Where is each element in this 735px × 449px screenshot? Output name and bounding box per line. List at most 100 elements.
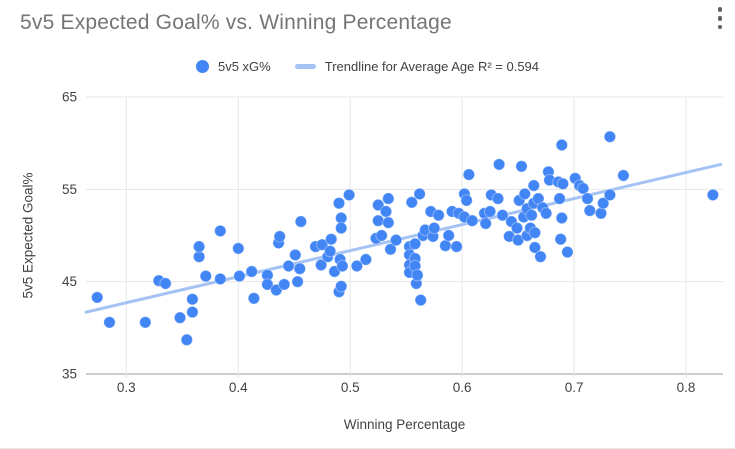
data-point[interactable] xyxy=(316,238,329,251)
data-point[interactable] xyxy=(428,221,441,235)
legend: 5v5 xG% Trendline for Average Age R² = 0… xyxy=(0,57,735,75)
data-point[interactable] xyxy=(528,226,542,239)
data-point[interactable] xyxy=(450,240,463,253)
kebab-menu-icon[interactable] xyxy=(711,5,729,35)
legend-item-trendline[interactable]: Trendline for Average Age R² = 0.594 xyxy=(294,59,539,74)
data-point[interactable] xyxy=(186,305,199,319)
data-point[interactable] xyxy=(273,230,286,243)
data-point[interactable] xyxy=(389,233,403,247)
data-point[interactable] xyxy=(372,214,385,227)
data-point[interactable] xyxy=(413,187,426,201)
data-point[interactable] xyxy=(408,237,422,251)
trendline-swatch-icon xyxy=(294,63,316,69)
data-point[interactable] xyxy=(414,293,427,307)
x-tick-label: 0.5 xyxy=(341,380,360,395)
data-point[interactable] xyxy=(336,259,349,273)
data-point[interactable] xyxy=(603,188,617,202)
data-point[interactable] xyxy=(294,215,308,228)
data-point[interactable] xyxy=(214,224,227,238)
data-point[interactable] xyxy=(594,207,608,220)
data-point[interactable] xyxy=(180,333,194,346)
data-point[interactable] xyxy=(384,243,397,256)
legend-item-series[interactable]: 5v5 xG% xyxy=(195,59,271,74)
data-point[interactable] xyxy=(199,269,213,283)
data-point[interactable] xyxy=(325,233,338,246)
data-point[interactable] xyxy=(245,265,258,278)
data-point[interactable] xyxy=(270,283,283,297)
data-point[interactable] xyxy=(335,221,348,235)
data-point[interactable] xyxy=(534,250,547,263)
data-point[interactable] xyxy=(314,258,328,272)
data-point[interactable] xyxy=(518,187,531,201)
data-point[interactable] xyxy=(532,192,545,205)
data-point[interactable] xyxy=(466,214,479,227)
x-tick-label: 0.8 xyxy=(677,380,696,395)
data-point[interactable] xyxy=(405,196,418,209)
data-point[interactable] xyxy=(496,209,509,222)
data-point[interactable] xyxy=(332,197,346,210)
data-point[interactable] xyxy=(492,158,506,171)
data-point[interactable] xyxy=(103,316,116,329)
data-point[interactable] xyxy=(483,205,497,218)
data-point[interactable] xyxy=(233,269,246,283)
data-point[interactable] xyxy=(583,204,596,217)
data-point[interactable] xyxy=(561,245,574,259)
data-point[interactable] xyxy=(139,316,152,329)
data-point[interactable] xyxy=(173,311,187,324)
data-point[interactable] xyxy=(411,269,424,282)
data-point[interactable] xyxy=(335,280,348,293)
data-point[interactable] xyxy=(515,160,528,173)
y-axis-title: 5v5 Expected Goal% xyxy=(20,172,36,299)
data-point[interactable] xyxy=(159,277,172,290)
data-point[interactable] xyxy=(581,192,594,205)
data-point[interactable] xyxy=(282,259,295,273)
data-point[interactable] xyxy=(491,192,505,205)
data-point[interactable] xyxy=(350,259,364,273)
data-point[interactable] xyxy=(462,168,476,181)
data-point[interactable] xyxy=(553,192,566,205)
data-point[interactable] xyxy=(372,198,385,212)
data-point[interactable] xyxy=(328,265,341,278)
data-point[interactable] xyxy=(375,229,388,242)
data-point[interactable] xyxy=(555,138,568,152)
data-point[interactable] xyxy=(554,233,567,246)
data-point[interactable] xyxy=(460,194,473,207)
data-point[interactable] xyxy=(597,197,610,210)
data-point[interactable] xyxy=(439,239,452,252)
data-point[interactable] xyxy=(432,209,445,222)
data-point[interactable] xyxy=(603,130,617,143)
data-point[interactable] xyxy=(91,291,104,304)
data-point[interactable] xyxy=(528,241,542,254)
data-point[interactable] xyxy=(382,216,395,229)
data-point[interactable] xyxy=(261,278,274,291)
data-point[interactable] xyxy=(706,188,720,202)
data-point[interactable] xyxy=(293,262,306,275)
data-point[interactable] xyxy=(214,272,227,286)
data-point[interactable] xyxy=(382,192,395,205)
data-point[interactable] xyxy=(323,245,337,258)
data-point[interactable] xyxy=(442,229,455,242)
data-point[interactable] xyxy=(556,177,570,191)
data-point[interactable] xyxy=(527,179,540,192)
data-point[interactable] xyxy=(525,209,538,222)
data-point[interactable] xyxy=(291,275,304,288)
data-point[interactable] xyxy=(247,292,261,305)
trendline[interactable] xyxy=(84,162,723,314)
data-point[interactable] xyxy=(479,217,492,230)
data-point[interactable] xyxy=(192,240,206,253)
data-point[interactable] xyxy=(232,242,245,255)
data-point[interactable] xyxy=(510,221,524,235)
data-point[interactable] xyxy=(617,169,630,182)
data-point[interactable] xyxy=(278,278,291,291)
data-point[interactable] xyxy=(342,188,356,202)
data-point[interactable] xyxy=(186,293,199,306)
data-point[interactable] xyxy=(555,211,568,225)
data-point[interactable] xyxy=(359,253,373,266)
x-axis-title: Winning Percentage xyxy=(343,417,466,432)
data-point[interactable] xyxy=(289,248,302,262)
data-point[interactable] xyxy=(379,205,393,218)
data-point[interactable] xyxy=(539,207,553,220)
data-point[interactable] xyxy=(576,182,590,195)
